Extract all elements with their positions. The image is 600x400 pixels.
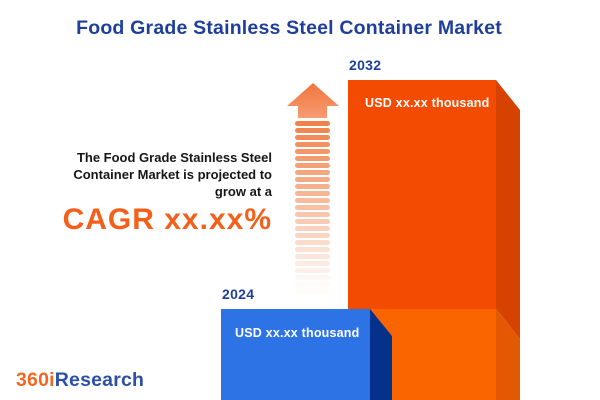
projection-text: The Food Grade Stainless Steel Container… bbox=[73, 150, 272, 199]
growth-arrow-stripe bbox=[295, 177, 330, 182]
growth-arrow-stripe bbox=[295, 240, 330, 245]
bar-2032-side-top bbox=[496, 80, 520, 339]
cagr-value: CAGR xx.xx% bbox=[62, 203, 272, 236]
growth-arrow-stripe bbox=[295, 149, 330, 154]
growth-arrow-stripe bbox=[295, 135, 330, 140]
growth-arrow-stripe bbox=[295, 247, 330, 252]
brand-logo: 360iResearch bbox=[16, 369, 144, 392]
bar-2032: USD xx.xx thousand bbox=[348, 80, 520, 400]
growth-arrow-stripe bbox=[295, 275, 330, 280]
growth-arrow-stripes bbox=[295, 121, 330, 296]
growth-arrow-stripe bbox=[295, 198, 330, 203]
growth-arrow-stripe bbox=[295, 128, 330, 133]
logo-360i: 360i bbox=[16, 369, 55, 391]
growth-arrow-stripe bbox=[295, 226, 330, 231]
growth-arrow-stripe bbox=[295, 205, 330, 210]
bar-2024-value-label: USD xx.xx thousand bbox=[235, 326, 360, 340]
bar-2024-side bbox=[370, 309, 392, 400]
year-label-2024: 2024 bbox=[222, 286, 255, 302]
growth-arrow-stripe bbox=[295, 163, 330, 168]
growth-arrow-stripe bbox=[295, 212, 330, 217]
growth-arrow-stripe bbox=[295, 219, 330, 224]
bar-2024-front bbox=[221, 309, 370, 400]
growth-arrow-stripe bbox=[295, 142, 330, 147]
page-title: Food Grade Stainless Steel Container Mar… bbox=[76, 17, 502, 39]
growth-arrow-stripe bbox=[295, 261, 330, 266]
year-label-2032: 2032 bbox=[349, 57, 382, 73]
bar-2032-value-label: USD xx.xx thousand bbox=[365, 96, 490, 110]
growth-arrow-stripe bbox=[295, 191, 330, 196]
growth-arrow-stripe bbox=[295, 184, 330, 189]
growth-arrow-stripe bbox=[295, 156, 330, 161]
bar-2024: USD xx.xx thousand bbox=[221, 309, 392, 400]
growth-arrow-stripe bbox=[295, 282, 330, 287]
growth-arrow-stripe bbox=[295, 121, 330, 126]
growth-arrow-stripe bbox=[295, 254, 330, 259]
bar-2032-front-top bbox=[348, 80, 496, 309]
growth-arrow-stripe bbox=[295, 233, 330, 238]
growth-arrow-stripe bbox=[295, 268, 330, 273]
growth-arrow-stripe bbox=[295, 170, 330, 175]
growth-arrow-head-icon bbox=[287, 83, 339, 118]
growth-arrow-stripe bbox=[295, 289, 330, 294]
logo-research: Research bbox=[54, 369, 145, 391]
